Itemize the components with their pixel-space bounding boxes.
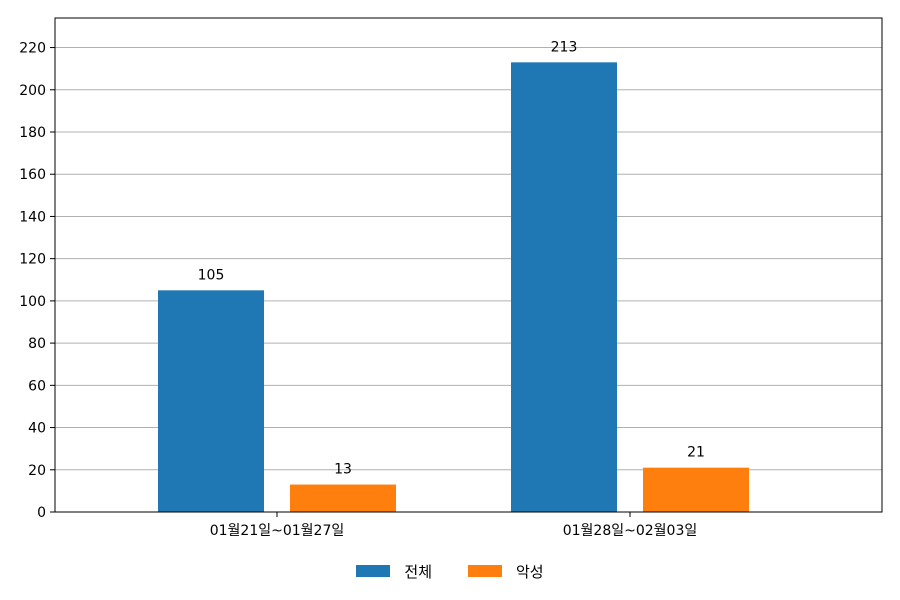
bar-total-0 xyxy=(158,290,264,512)
y-tick-label: 80 xyxy=(28,336,46,352)
data-label-malicious-1: 21 xyxy=(687,445,705,461)
x-axis-ticks: 01월21일~01월27일 01월28일~02월03일 xyxy=(210,512,698,539)
plot-area-frame xyxy=(54,17,883,513)
y-tick-label: 60 xyxy=(28,378,46,394)
legend-swatch-total xyxy=(356,565,391,577)
y-tick-label: 160 xyxy=(19,167,46,183)
data-label-malicious-0: 13 xyxy=(334,462,352,478)
data-label-total-0: 105 xyxy=(198,267,225,283)
legend-label-malicious: 악성 xyxy=(516,562,544,581)
y-tick-label: 220 xyxy=(19,41,46,57)
bar-total-1 xyxy=(511,62,617,512)
bar-malicious-1 xyxy=(643,467,749,512)
data-labels: 105 213 13 21 xyxy=(198,39,705,477)
legend-swatch-malicious xyxy=(468,565,502,577)
y-tick-label: 140 xyxy=(19,209,46,225)
legend: 전체 악성 xyxy=(0,556,900,586)
y-tick-label: 40 xyxy=(28,421,46,437)
y-tick-label: 120 xyxy=(19,252,46,268)
bars xyxy=(158,62,749,512)
legend-item-malicious: 악성 xyxy=(468,561,544,582)
y-tick-label: 180 xyxy=(19,125,46,141)
x-tick-label: 01월21일~01월27일 xyxy=(210,523,345,539)
y-tick-label: 200 xyxy=(19,83,46,99)
data-label-total-1: 213 xyxy=(551,39,578,55)
x-tick-label: 01월28일~02월03일 xyxy=(563,523,698,539)
y-tick-label: 100 xyxy=(19,294,46,310)
legend-item-total: 전체 xyxy=(356,561,432,582)
legend-label-total: 전체 xyxy=(404,562,432,581)
y-axis-ticks: 0 20 40 60 80 100 120 140 160 180 200 220 xyxy=(19,41,55,521)
bar-malicious-0 xyxy=(290,484,396,512)
y-tick-label: 20 xyxy=(28,463,46,479)
y-tick-label: 0 xyxy=(37,505,46,521)
